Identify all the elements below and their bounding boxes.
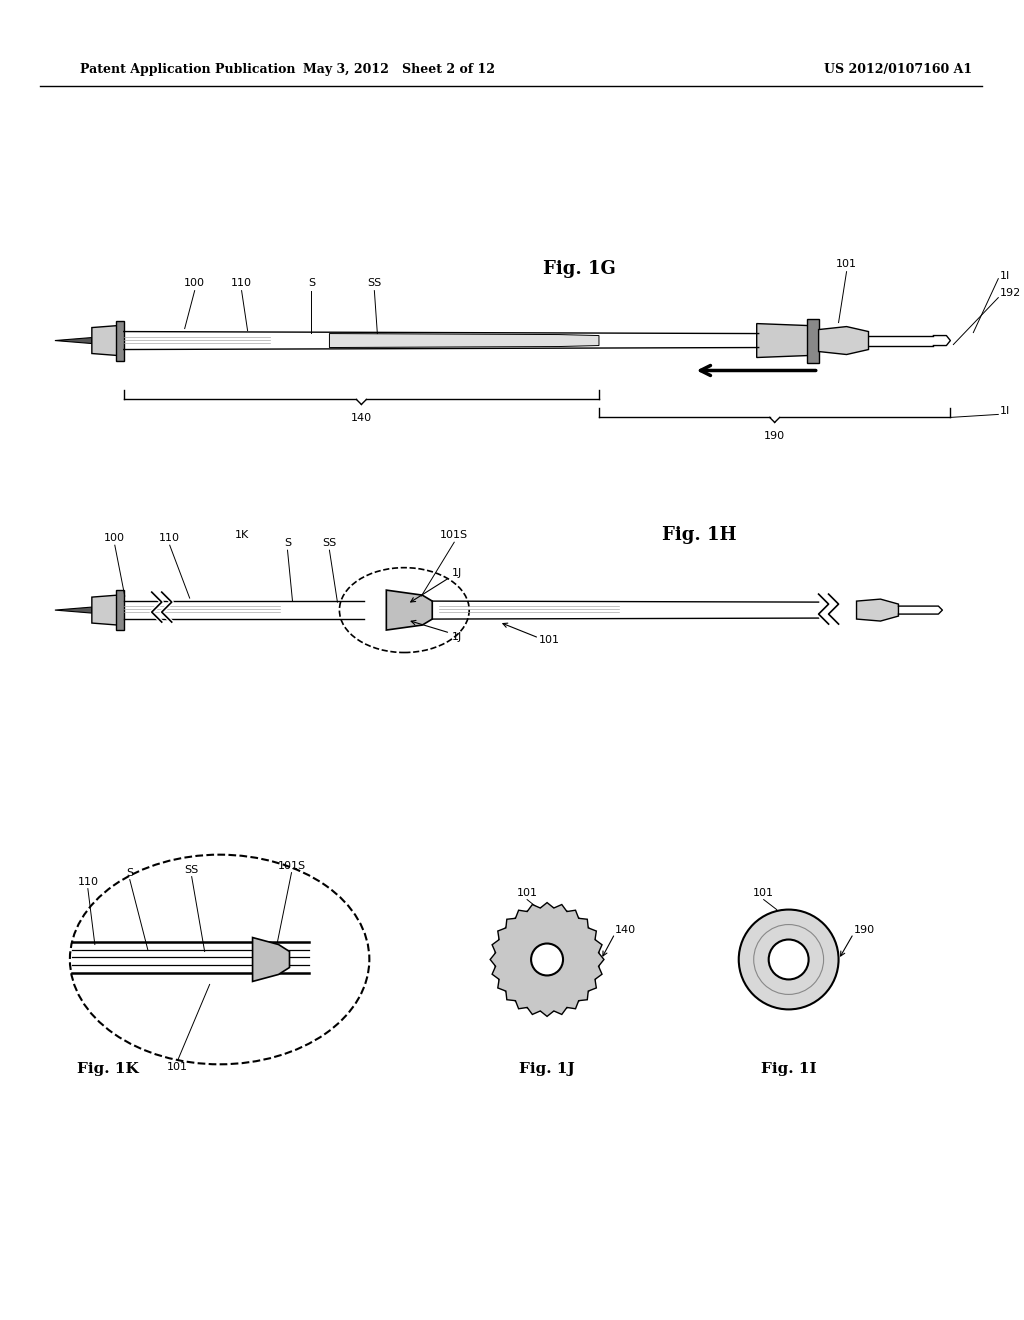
Text: 1I: 1I [1000, 271, 1011, 281]
Polygon shape [386, 590, 432, 630]
Text: Fig. 1H: Fig. 1H [662, 527, 736, 544]
Polygon shape [856, 599, 898, 622]
Text: US 2012/0107160 A1: US 2012/0107160 A1 [824, 62, 973, 75]
Circle shape [738, 909, 839, 1010]
Polygon shape [92, 326, 118, 355]
Polygon shape [116, 590, 124, 630]
Text: SS: SS [184, 865, 199, 875]
Polygon shape [92, 595, 118, 626]
Text: 1K: 1K [234, 531, 249, 540]
Text: 140: 140 [351, 413, 372, 424]
Polygon shape [330, 334, 599, 347]
Text: 110: 110 [78, 876, 98, 887]
Polygon shape [55, 338, 92, 343]
Polygon shape [116, 321, 124, 360]
Text: 101: 101 [539, 635, 560, 645]
Text: 110: 110 [231, 277, 252, 288]
Text: Patent Application Publication: Patent Application Publication [80, 62, 295, 75]
Text: 101: 101 [754, 887, 774, 898]
Text: 100: 100 [104, 533, 125, 544]
Polygon shape [490, 903, 604, 1016]
Text: Fig. 1G: Fig. 1G [543, 260, 615, 277]
Text: S: S [126, 867, 133, 878]
Text: 140: 140 [615, 924, 636, 935]
Text: 101: 101 [516, 887, 538, 898]
Text: Fig. 1J: Fig. 1J [519, 1063, 574, 1076]
Circle shape [531, 944, 563, 975]
Ellipse shape [70, 854, 370, 1064]
Text: Fig. 1K: Fig. 1K [77, 1063, 138, 1076]
Polygon shape [807, 318, 818, 363]
Text: 110: 110 [159, 533, 180, 544]
Text: 1J: 1J [453, 568, 463, 578]
Text: 101: 101 [167, 1063, 188, 1072]
Text: 1I: 1I [1000, 407, 1011, 416]
Text: Fig. 1I: Fig. 1I [761, 1063, 816, 1076]
Text: 192: 192 [1000, 288, 1022, 297]
Circle shape [769, 940, 809, 979]
Text: S: S [284, 539, 291, 548]
Text: 101S: 101S [278, 861, 305, 871]
Polygon shape [757, 323, 809, 358]
Text: 190: 190 [764, 432, 785, 441]
Text: 101: 101 [836, 259, 857, 269]
Text: S: S [308, 277, 315, 288]
Polygon shape [55, 607, 92, 612]
Polygon shape [818, 326, 868, 355]
Text: SS: SS [323, 539, 337, 548]
Circle shape [496, 908, 599, 1011]
Text: 190: 190 [854, 924, 874, 935]
Text: 100: 100 [184, 277, 205, 288]
Text: 101S: 101S [440, 531, 468, 540]
Text: SS: SS [368, 277, 382, 288]
Polygon shape [253, 937, 290, 982]
Text: May 3, 2012   Sheet 2 of 12: May 3, 2012 Sheet 2 of 12 [303, 62, 496, 75]
Text: 1J: 1J [453, 632, 463, 642]
Circle shape [531, 944, 563, 975]
